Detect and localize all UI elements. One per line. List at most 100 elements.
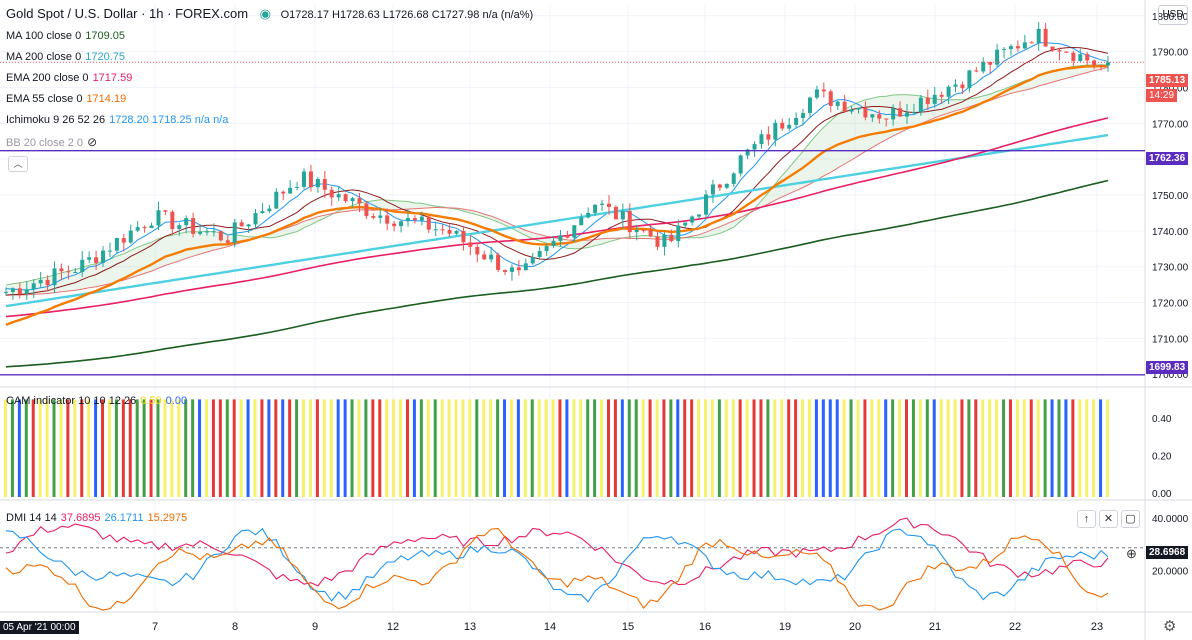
cam-bar <box>1099 399 1103 497</box>
legend-ema55[interactable]: EMA 55 close 0 1714.19 <box>6 93 130 105</box>
candle-body <box>669 234 674 242</box>
candle-body <box>10 288 15 292</box>
price-tick-label: 1790.00 <box>1152 48 1189 59</box>
candle-body <box>704 194 709 215</box>
candle-body <box>149 225 154 228</box>
cam-bar <box>350 399 354 497</box>
arrow-up-icon[interactable]: ↑ <box>1077 510 1096 528</box>
currency-button[interactable]: USD <box>1158 5 1188 25</box>
candle-body <box>496 254 501 270</box>
maximize-icon[interactable]: ▢ <box>1121 510 1140 528</box>
legend-value: 26.1711 <box>104 512 144 524</box>
cam-bar <box>662 399 666 497</box>
cam-bar <box>856 399 860 497</box>
ichimoku-base-line <box>5 46 1109 296</box>
cam-bar <box>66 399 70 497</box>
dmi-legend[interactable]: DMI 14 14 37.6895 26.1711 15.2975 <box>6 512 191 524</box>
candle-body <box>295 186 300 188</box>
candle-body <box>1099 64 1104 66</box>
legend-ema200[interactable]: EMA 200 close 0 1717.59 <box>6 72 136 84</box>
candle-body <box>329 189 334 198</box>
candle-body <box>1036 28 1041 44</box>
time-tick-label: 13 <box>464 621 476 633</box>
candle-body <box>565 235 570 238</box>
candle-body <box>1008 46 1013 50</box>
time-tick-label: 20 <box>849 621 861 633</box>
price-badge: 1785.13 <box>1146 74 1189 87</box>
candle-body <box>759 134 764 145</box>
cam-bar <box>1029 399 1033 497</box>
cam-bar <box>669 399 673 497</box>
cam-bar <box>724 399 728 497</box>
cam-bar <box>267 399 271 497</box>
eye-crossed-icon[interactable]: ⊘ <box>87 135 98 149</box>
cam-bar <box>447 399 451 497</box>
candle-body <box>641 229 646 231</box>
cam-bar <box>974 399 978 497</box>
legend-ma200[interactable]: MA 200 close 0 1720.75 <box>6 51 129 63</box>
legend-ma100[interactable]: MA 100 close 0 1709.05 <box>6 30 129 42</box>
candle-body <box>606 203 611 207</box>
candle-body <box>267 208 272 212</box>
price-tick-label: 1750.00 <box>1152 191 1189 202</box>
chevron-up-icon[interactable]: ︿ <box>8 156 28 172</box>
candle-body <box>371 216 376 218</box>
cam-bar <box>288 399 292 497</box>
cam-bar <box>426 399 430 497</box>
candle-body <box>960 84 965 89</box>
candle-body <box>683 222 688 226</box>
cam-bar <box>586 399 590 497</box>
cam-bar <box>274 399 278 497</box>
time-tick-label: 12 <box>387 621 399 633</box>
close-icon[interactable]: ✕ <box>1099 510 1118 528</box>
candle-body <box>981 61 986 72</box>
ema200-line <box>5 117 1109 318</box>
candle-body <box>378 215 383 218</box>
time-tick-label: 23 <box>1091 621 1103 633</box>
cam-bar <box>759 399 763 497</box>
cam-bar <box>752 399 756 497</box>
cam-bar <box>412 399 416 497</box>
cam-bar <box>392 399 396 497</box>
cam-legend[interactable]: CAM indicator 10 10 12 26 0.50 0.00 <box>6 395 191 407</box>
candle-body <box>1022 42 1027 49</box>
candle-body <box>191 218 196 234</box>
candle-body <box>572 225 577 238</box>
cam-bar <box>579 399 583 497</box>
cam-bar <box>648 399 652 497</box>
cam-bar <box>565 399 569 497</box>
cam-bar <box>530 399 534 497</box>
candle-body <box>1043 28 1048 47</box>
legend-bb[interactable]: BB 20 close 2 0 ⊘ <box>6 135 101 149</box>
cam-bar <box>905 399 909 497</box>
gear-icon[interactable]: ⚙ <box>1163 618 1177 635</box>
candle-body <box>835 101 840 106</box>
cam-bar <box>405 399 409 497</box>
cam-bar <box>932 399 936 497</box>
cam-bar <box>600 399 604 497</box>
candle-body <box>655 236 660 247</box>
candle-body <box>38 279 43 284</box>
candle-body <box>177 225 182 229</box>
legend-value: 1709.05 <box>85 30 125 42</box>
cam-bar <box>1057 399 1061 497</box>
candle-body <box>697 214 702 217</box>
legend-label: Ichimoku 9 26 52 26 <box>6 114 106 126</box>
candle-body <box>142 227 147 229</box>
legend-ichimoku[interactable]: Ichimoku 9 26 52 26 1728.20 1718.25 n/a n… <box>6 114 232 126</box>
candle-body <box>884 118 889 120</box>
candle-body <box>905 112 910 117</box>
plus-circle-icon[interactable]: ⊕ <box>1126 546 1137 561</box>
candle-body <box>974 70 979 72</box>
candle-body <box>288 187 293 194</box>
cam-bar <box>870 399 874 497</box>
candle-body <box>232 222 237 243</box>
candle-body <box>281 191 286 194</box>
candle-body <box>73 271 78 273</box>
candle-body <box>1064 51 1069 53</box>
candle-body <box>128 230 133 243</box>
cam-bar <box>835 399 839 497</box>
cam-bar <box>988 399 992 497</box>
cam-bar <box>704 399 708 497</box>
